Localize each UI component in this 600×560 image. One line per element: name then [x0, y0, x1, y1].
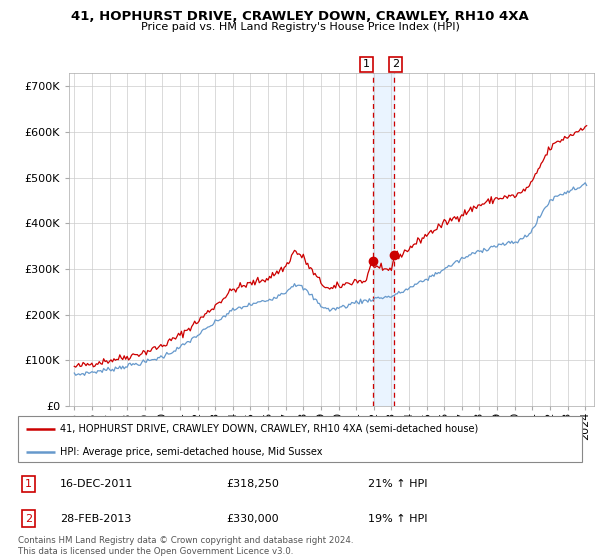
Text: 21% ↑ HPI: 21% ↑ HPI	[368, 479, 427, 489]
Text: 41, HOPHURST DRIVE, CRAWLEY DOWN, CRAWLEY, RH10 4XA: 41, HOPHURST DRIVE, CRAWLEY DOWN, CRAWLE…	[71, 10, 529, 23]
Text: 16-DEC-2011: 16-DEC-2011	[60, 479, 134, 489]
Text: HPI: Average price, semi-detached house, Mid Sussex: HPI: Average price, semi-detached house,…	[60, 447, 323, 457]
Text: 28-FEB-2013: 28-FEB-2013	[60, 514, 131, 524]
Text: Contains HM Land Registry data © Crown copyright and database right 2024.
This d: Contains HM Land Registry data © Crown c…	[18, 536, 353, 556]
Bar	[373, 73, 394, 406]
Text: £330,000: £330,000	[227, 514, 280, 524]
Text: Price paid vs. HM Land Registry's House Price Index (HPI): Price paid vs. HM Land Registry's House …	[140, 22, 460, 32]
Text: 2: 2	[25, 514, 32, 524]
Text: 19% ↑ HPI: 19% ↑ HPI	[368, 514, 427, 524]
Text: 1: 1	[25, 479, 32, 489]
Text: 1: 1	[363, 59, 370, 69]
Text: 2: 2	[392, 59, 399, 69]
FancyBboxPatch shape	[18, 416, 582, 462]
Text: 41, HOPHURST DRIVE, CRAWLEY DOWN, CRAWLEY, RH10 4XA (semi-detached house): 41, HOPHURST DRIVE, CRAWLEY DOWN, CRAWLE…	[60, 424, 479, 434]
Text: £318,250: £318,250	[227, 479, 280, 489]
